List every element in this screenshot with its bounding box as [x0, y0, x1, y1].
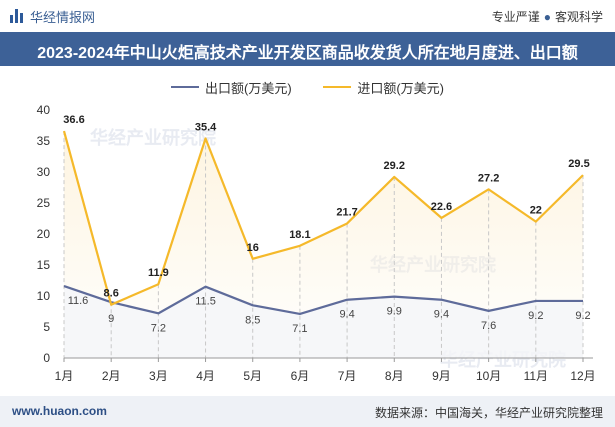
x-tick-label: 5月	[243, 369, 262, 383]
y-tick-label: 35	[37, 134, 51, 148]
x-tick-label: 10月	[476, 369, 501, 383]
import-data-label: 35.4	[195, 122, 217, 134]
import-data-label: 22.6	[431, 201, 452, 213]
line-chart: 华经产业研究院华经产业研究院华经产业研究院 05101520253035401月…	[37, 103, 596, 383]
import-series-line	[62, 130, 584, 306]
import-data-label: 21.7	[336, 206, 357, 218]
tagline: 专业严谨 ● 客观科学	[492, 8, 603, 25]
footer: www.huaon.com 数据来源：中国海关，华经产业研究院整理	[0, 396, 615, 427]
x-tick-label: 7月	[338, 369, 357, 383]
tagline-left: 专业严谨	[491, 10, 540, 24]
axes: 0 5 10 15 20 25 30 35 40 1月 2月 3月 4月 5月 6月 7月 8月 9月 10月 11月…	[37, 103, 596, 383]
chart-legend: 出口额(万美元) 进口额(万美元)	[0, 76, 615, 97]
y-tick-label: 15	[37, 258, 51, 272]
export-data-label: 9	[108, 313, 114, 325]
chart-area: 华经产业研究院华经产业研究院华经产业研究院 05101520253035401月…	[0, 96, 615, 396]
footer-site: www.huaon.com	[12, 404, 107, 418]
import-area-fill	[64, 131, 583, 314]
export-data-label: 11.6	[68, 295, 89, 307]
import-data-label: 29.2	[384, 160, 405, 172]
legend-label-export: 出口额(万美元)	[205, 80, 292, 96]
legend-swatch-import	[323, 86, 352, 88]
export-data-label: 7.2	[151, 322, 166, 334]
export-data-label: 8.5	[245, 314, 260, 326]
x-tick-label: 8月	[385, 369, 404, 383]
watermark-text: 华经产业研究院	[90, 127, 216, 149]
export-data-label: 9.9	[387, 306, 402, 318]
export-series-line	[63, 285, 583, 316]
import-data-label: 11.9	[148, 267, 169, 279]
import-data-label: 16	[247, 242, 259, 254]
import-data-label: 18.1	[289, 229, 310, 241]
export-data-label: 7.1	[292, 323, 307, 335]
tagline-separator: ●	[543, 10, 551, 24]
export-data-label: 7.6	[481, 320, 496, 332]
top-bar: 华经情报网 专业严谨 ● 客观科学	[0, 0, 615, 32]
export-data-label: 11.5	[195, 296, 216, 308]
x-tick-label: 4月	[196, 369, 215, 383]
export-area-fill	[64, 286, 583, 358]
title-bar: 2023-2024年中山火炬高技术产业开发区商品收发货人所在地月度进、出口额	[0, 32, 615, 66]
brand-logo-icon	[10, 9, 24, 23]
area-layer	[64, 131, 583, 358]
x-tick-label: 9月	[432, 369, 451, 383]
x-tick-label: 6月	[291, 369, 310, 383]
series-lines	[62, 130, 584, 316]
import-data-label: 29.5	[568, 158, 589, 170]
brand-name: 华经情报网	[30, 10, 96, 25]
y-tick-label: 20	[37, 227, 51, 241]
y-tick-label: 40	[37, 103, 51, 117]
import-data-label: 8.6	[104, 288, 119, 300]
export-data-label: 9.4	[434, 309, 449, 321]
y-tick-label: 5	[43, 320, 50, 334]
data-labels: 36.6 8.6 11.9 35.4 16 18.1 21.7 29.2 22.6 27.2 22 2…	[63, 114, 590, 335]
x-tick-label: 12月	[570, 369, 595, 383]
import-data-label: 22	[530, 205, 542, 217]
import-data-label: 27.2	[478, 172, 499, 184]
export-data-label: 9.2	[575, 310, 590, 322]
legend-swatch-export	[171, 86, 200, 88]
import-data-label: 36.6	[63, 114, 84, 126]
legend-item-import: 进口额(万美元)	[323, 78, 444, 97]
legend-label-import: 进口额(万美元)	[357, 80, 444, 96]
export-data-label: 9.2	[528, 310, 543, 322]
x-tick-label: 11月	[524, 369, 548, 383]
tagline-right: 客观科学	[554, 10, 603, 24]
y-tick-label: 25	[37, 196, 51, 210]
y-tick-label: 30	[37, 165, 51, 179]
y-tick-label: 10	[37, 289, 51, 303]
x-tick-label: 3月	[149, 369, 168, 383]
y-tick-label: 0	[43, 351, 50, 365]
chart-title: 2023-2024年中山火炬高技术产业开发区商品收发货人所在地月度进、出口额	[37, 45, 578, 62]
x-tick-label: 1月	[55, 369, 74, 383]
export-data-label: 9.4	[339, 309, 354, 321]
legend-item-export: 出口额(万美元)	[171, 78, 292, 97]
x-tick-label: 2月	[102, 369, 121, 383]
footer-source: 数据来源：中国海关，华经产业研究院整理	[374, 406, 603, 420]
drop-lines	[63, 131, 584, 358]
